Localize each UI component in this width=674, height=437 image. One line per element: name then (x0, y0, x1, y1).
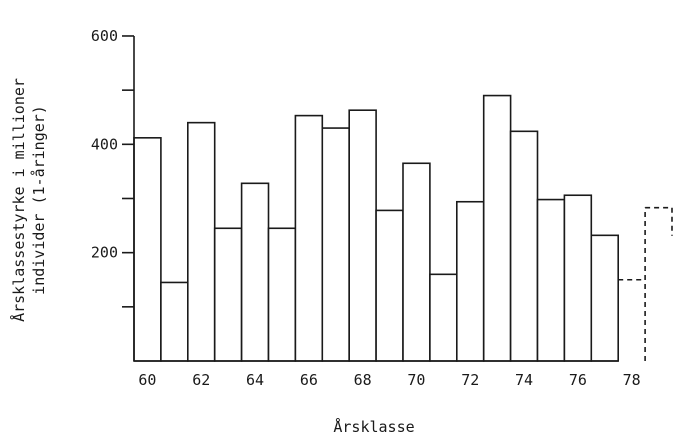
bar-66 (294, 114, 324, 362)
bar-65 (267, 227, 297, 362)
x-tick-label-68: 68 (354, 371, 372, 389)
bar-68 (348, 109, 377, 362)
y-axis-title-line-1: Årsklassestyrke i millioner (9, 78, 28, 322)
x-ticks-group: 60 62 64 66 68 70 72 74 76 78 (138, 371, 640, 389)
bar-64 (240, 182, 270, 362)
bar-71 (429, 273, 458, 362)
bar-62 (187, 121, 216, 362)
bar-77 (590, 234, 619, 362)
bar-67 (321, 127, 350, 362)
x-tick-label-76: 76 (569, 371, 587, 389)
bar-63 (213, 227, 243, 362)
bar-73 (482, 94, 512, 362)
y-ticks-group: 200 400 600 (91, 27, 134, 308)
x-axis-title: Årsklasse (333, 417, 414, 436)
y-tick-label-400: 400 (91, 135, 118, 153)
y-tick-label-200: 200 (91, 244, 118, 262)
bar-75 (536, 198, 566, 362)
bar-60 (133, 137, 162, 362)
x-tick-label-74: 74 (515, 371, 533, 389)
bar-69 (375, 209, 404, 362)
x-tick-label-70: 70 (407, 371, 425, 389)
y-axis-title-line-2: individer (1-åringer) (30, 105, 48, 295)
estimated-bars-group (618, 206, 673, 361)
bar-76 (563, 194, 593, 362)
bars-group (133, 94, 619, 362)
x-tick-label-64: 64 (246, 371, 264, 389)
bar-72 (455, 200, 485, 362)
x-tick-label-78: 78 (623, 371, 641, 389)
bar-70 (402, 162, 431, 362)
x-tick-label-66: 66 (300, 371, 318, 389)
x-tick-label-60: 60 (138, 371, 156, 389)
bar-74 (509, 130, 539, 362)
x-tick-label-72: 72 (461, 371, 479, 389)
y-tick-label-600: 600 (91, 27, 118, 45)
bar-61 (160, 281, 189, 362)
x-tick-label-62: 62 (192, 371, 210, 389)
